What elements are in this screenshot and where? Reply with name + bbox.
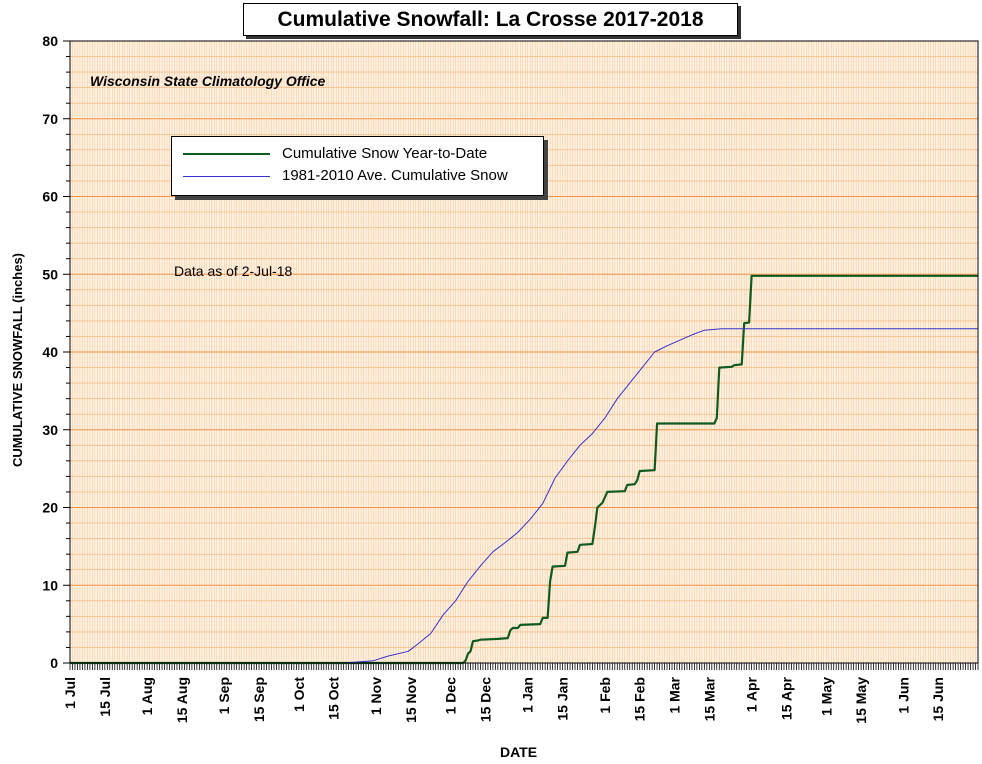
- y-axis: 0 10 20 30 40 50 60 70 80: [42, 33, 70, 671]
- x-axis-title: DATE: [500, 744, 538, 760]
- y-tick-label: 40: [42, 344, 58, 360]
- x-tick-label: 15 May: [853, 677, 869, 724]
- x-tick-label: 15 Nov: [403, 677, 419, 723]
- legend: Cumulative Snow Year-to-Date 1981-2010 A…: [171, 136, 544, 196]
- x-tick-label: 15 Jan: [555, 677, 571, 721]
- x-tick-label: 1 Oct: [291, 677, 307, 712]
- y-tick-label: 30: [42, 422, 58, 438]
- x-tick-label: 15 Oct: [326, 677, 342, 720]
- x-tick-label: 15 Sep: [251, 677, 267, 722]
- x-tick-label: 15 Jun: [930, 677, 946, 721]
- x-tick-label: 1 Sep: [216, 677, 232, 714]
- data-date-note: Data as of 2-Jul-18: [174, 263, 293, 279]
- plot-frame: [69, 40, 979, 664]
- series-line-ytd: [70, 274, 978, 665]
- x-tick-label: 1 Jun: [895, 677, 911, 714]
- x-tick-label: 1 Aug: [139, 677, 155, 715]
- source-note: Wisconsin State Climatology Office: [90, 73, 326, 89]
- grid-lines: [69, 40, 979, 664]
- y-tick-label: 0: [50, 655, 58, 671]
- y-axis-title: CUMULATIVE SNOWFALL (inches): [10, 252, 25, 468]
- x-tick-label: 1 Apr: [744, 676, 760, 712]
- legend-swatch-average: [183, 176, 270, 177]
- y-tick-label: 50: [42, 266, 58, 282]
- y-tick-label: 80: [42, 33, 58, 49]
- x-tick-label: 1 Feb: [597, 677, 613, 714]
- x-tick-label: 15 Feb: [632, 677, 648, 721]
- chart-title: Cumulative Snowfall: La Crosse 2017-2018: [243, 3, 738, 36]
- x-tick-label: 1 Nov: [368, 677, 384, 715]
- series-line-average: [70, 328, 978, 664]
- x-tick-label: 15 Apr: [778, 676, 794, 720]
- x-tick-label: 15 Mar: [701, 676, 717, 721]
- x-tick-label: 15 Aug: [174, 677, 190, 723]
- y-tick-label: 10: [42, 577, 58, 593]
- x-tick-label: 1 Jan: [520, 677, 536, 713]
- x-tick-label: 15 Jul: [97, 677, 113, 717]
- y-tick-label: 60: [42, 189, 58, 205]
- y-tick-label: 20: [42, 500, 58, 516]
- x-tick-label: 1 Dec: [443, 677, 459, 715]
- x-axis: 1 Jul 15 Jul 1 Aug 15 Aug 1 Sep 15 Sep 1 Oct 15…: [62, 663, 979, 724]
- x-tick-label: 1 Jul: [62, 677, 78, 709]
- legend-label-ytd: Cumulative Snow Year-to-Date: [282, 145, 488, 162]
- x-tick-label: 15 Dec: [477, 677, 493, 722]
- y-tick-label: 70: [42, 111, 58, 127]
- series-lines: [70, 274, 978, 665]
- x-tick-label: 1 May: [818, 677, 834, 716]
- x-tick-label: 1 Mar: [667, 676, 683, 713]
- legend-swatch-ytd: [183, 153, 270, 155]
- legend-label-average: 1981-2010 Ave. Cumulative Snow: [282, 167, 508, 184]
